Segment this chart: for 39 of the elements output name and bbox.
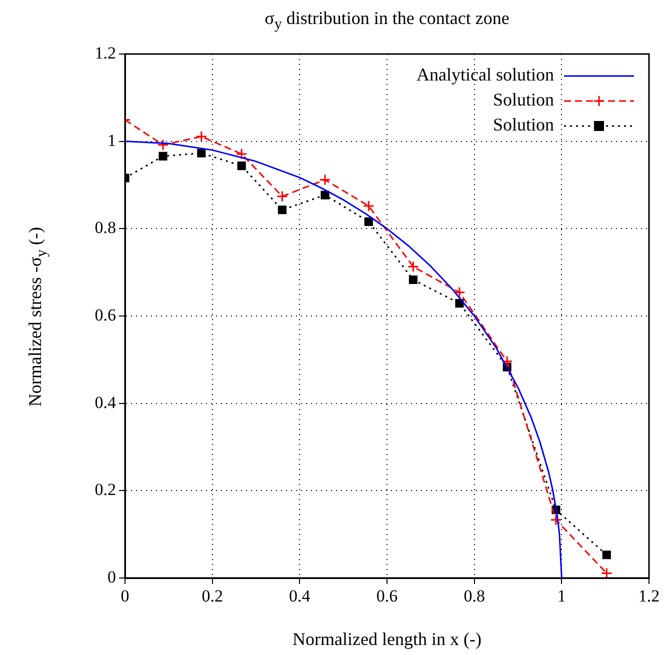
y-tick-label: 1.2 xyxy=(94,43,116,62)
y-tick-label: 0 xyxy=(108,567,116,586)
point xyxy=(319,174,331,186)
legend-label: Solution xyxy=(492,90,554,110)
point xyxy=(157,139,169,151)
x-tick-label: 0.2 xyxy=(202,586,223,606)
point xyxy=(196,130,208,142)
point xyxy=(237,162,246,170)
legend-label: Solution xyxy=(492,114,554,135)
point xyxy=(236,148,248,160)
point xyxy=(455,299,464,308)
point xyxy=(454,286,466,298)
point xyxy=(320,190,330,200)
chart-title: σ$_{y}$ distribution in the contact zone xyxy=(264,8,510,34)
x-tick-label: 0.4 xyxy=(289,586,311,606)
point xyxy=(501,356,513,368)
y-tick-label: 0.2 xyxy=(94,480,116,500)
point xyxy=(276,190,288,202)
point xyxy=(362,200,374,212)
x-axis-title: Normalized length in x (-) xyxy=(292,628,482,649)
point xyxy=(408,275,418,284)
point xyxy=(197,148,206,158)
point xyxy=(158,152,168,160)
point xyxy=(550,514,562,526)
y-tick-label: 0.8 xyxy=(94,218,116,238)
y-tick-label: 0.6 xyxy=(94,305,116,324)
point xyxy=(364,217,373,226)
x-tick-label: 1 xyxy=(557,586,566,606)
point xyxy=(600,567,612,578)
y-tick-label: 1 xyxy=(108,130,116,150)
legend-label: Analytical solution xyxy=(416,64,554,85)
y-tick-label: 0.4 xyxy=(94,392,116,412)
point xyxy=(602,550,611,560)
x-tick-label: 1.2 xyxy=(638,586,660,606)
x-tick-label: 0.8 xyxy=(464,586,485,606)
x-tick-label: 0 xyxy=(120,586,130,606)
x-tick-label: 0.6 xyxy=(376,586,398,606)
point xyxy=(407,260,419,272)
point xyxy=(278,206,286,214)
